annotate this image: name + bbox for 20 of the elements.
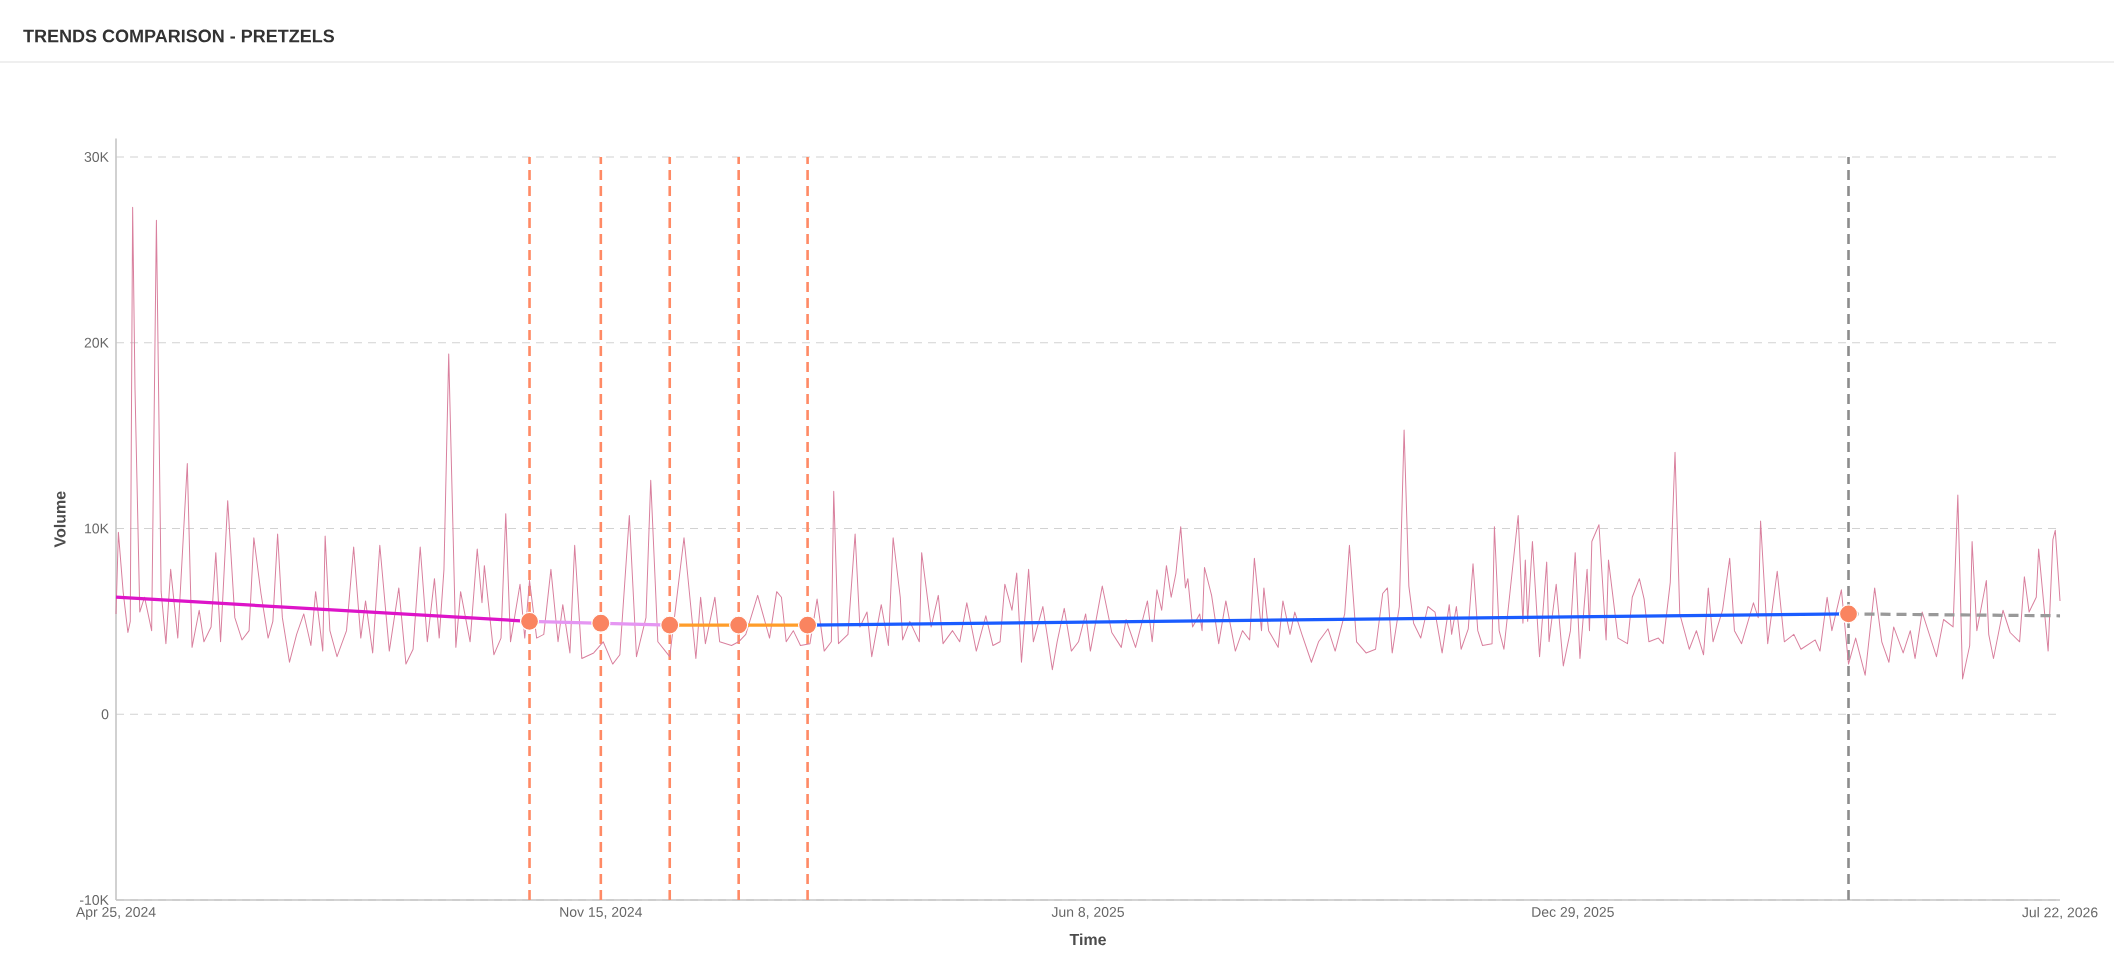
x-tick-label: Nov 15, 2024 bbox=[560, 907, 643, 919]
point bbox=[519, 611, 540, 631]
point bbox=[1838, 604, 1859, 624]
x-axis-title: Time bbox=[1069, 933, 1106, 946]
point bbox=[797, 615, 818, 635]
y-tick-label: 20K bbox=[84, 337, 109, 348]
x-tick-label: Apr 25, 2024 bbox=[75, 907, 156, 920]
x-tick-label: Dec 29, 2025 bbox=[1532, 907, 1614, 919]
point bbox=[729, 615, 749, 635]
y-tick-label: 30K bbox=[84, 152, 109, 162]
chart-title: TRENDS COMPARISON - PRETZELS bbox=[23, 29, 335, 43]
line-series bbox=[115, 206, 2061, 680]
x-tick-label: Jun 8, 2025 bbox=[1051, 907, 1124, 919]
y-axis-title: Volume bbox=[53, 491, 66, 548]
point bbox=[660, 615, 680, 635]
y-tick-label: 10K bbox=[85, 523, 109, 534]
y-tick-label: -10K bbox=[79, 895, 109, 905]
y-tick-label: 0 bbox=[101, 709, 109, 720]
x-tick-label: Jul 22, 2026 bbox=[2022, 907, 2098, 919]
point bbox=[591, 613, 611, 633]
